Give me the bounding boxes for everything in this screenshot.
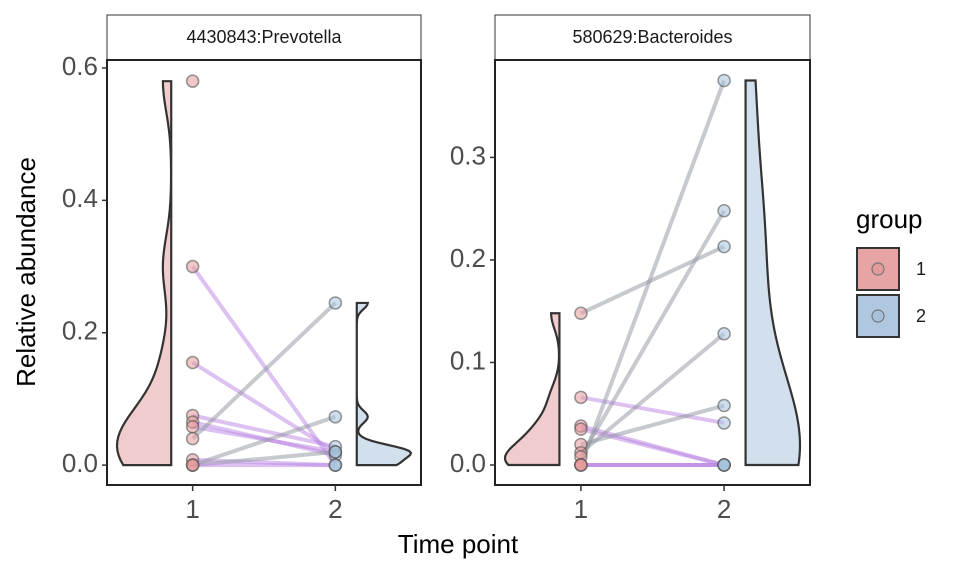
- strip-background: [494, 14, 811, 61]
- point: [185, 74, 200, 88]
- panel-frame: [494, 59, 811, 486]
- legend-title: group: [856, 204, 923, 234]
- legend-point: [871, 309, 885, 323]
- legend-key: [856, 294, 900, 338]
- strip-title: 4430843:Prevotella: [186, 27, 342, 47]
- x-tick-label: 2: [717, 494, 731, 524]
- panel-frame: [106, 59, 422, 486]
- x-tick-label: 2: [328, 494, 342, 524]
- point: [185, 419, 200, 434]
- point: [717, 239, 731, 254]
- point: [574, 306, 588, 321]
- density: [115, 80, 173, 467]
- point: [717, 458, 731, 472]
- pair-line: [191, 360, 337, 454]
- y-tick-label: 0.0: [62, 448, 98, 478]
- point: [328, 458, 343, 472]
- pair-line: [191, 301, 337, 441]
- point: [185, 458, 200, 472]
- x-tick-label: 1: [574, 494, 588, 524]
- point: [185, 259, 200, 274]
- legend-label: 2: [916, 306, 926, 326]
- x-axis-title: Time point: [398, 529, 519, 559]
- pair-line: [579, 332, 726, 455]
- legend-point: [871, 262, 885, 276]
- y-tick-label: 0.0: [450, 448, 486, 478]
- x-tick-label: 1: [185, 494, 199, 524]
- density: [503, 312, 561, 467]
- legend-key: [856, 247, 900, 291]
- point: [717, 73, 731, 88]
- y-tick-label: 0.2: [62, 316, 98, 346]
- pair-line: [579, 79, 726, 466]
- y-tick-label: 0.1: [450, 345, 486, 375]
- y-tick-label: 0.4: [62, 183, 98, 213]
- point: [328, 445, 343, 459]
- point: [185, 431, 200, 446]
- point: [717, 203, 731, 218]
- strip-background: [106, 14, 422, 61]
- point: [185, 355, 200, 370]
- legend-label: 1: [916, 259, 926, 279]
- y-axis-title: Relative abundance: [11, 157, 41, 387]
- y-tick-label: 0.3: [450, 140, 486, 170]
- y-tick-label: 0.6: [62, 51, 98, 81]
- pair-line: [191, 414, 337, 468]
- strip-title: 580629:Bacteroides: [572, 27, 732, 47]
- point: [574, 458, 588, 472]
- pair-line: [580, 403, 725, 447]
- density: [355, 301, 413, 467]
- point: [574, 422, 588, 436]
- pair-line: [579, 209, 726, 458]
- pair-line: [580, 244, 725, 316]
- point: [328, 410, 343, 424]
- point: [717, 327, 731, 341]
- y-tick-label: 0.2: [450, 243, 486, 273]
- pair-line: [192, 413, 336, 449]
- pair-line: [192, 449, 336, 468]
- point: [717, 416, 731, 430]
- point: [574, 390, 588, 405]
- point: [328, 296, 343, 310]
- pair-line: [191, 265, 337, 467]
- density: [744, 79, 802, 467]
- point: [717, 398, 731, 413]
